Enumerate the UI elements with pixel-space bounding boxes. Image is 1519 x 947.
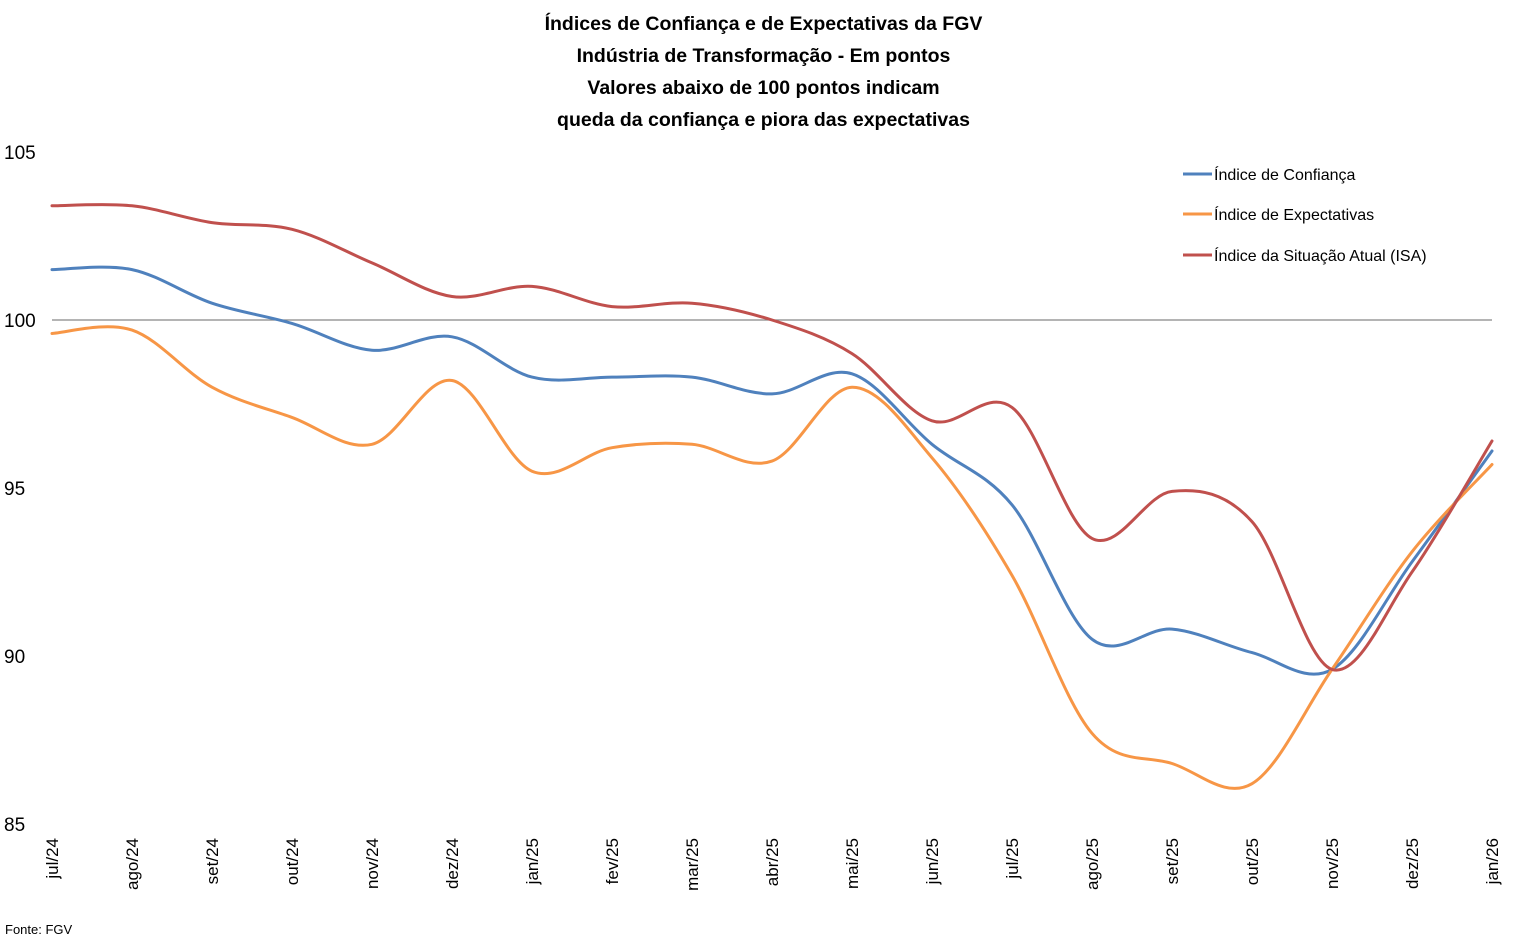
x-tick-label: mar/25 (683, 838, 702, 891)
x-tick-label: set/24 (203, 838, 222, 884)
y-tick-label: 105 (4, 143, 36, 164)
data-point (130, 268, 134, 272)
legend-label: Índice da Situação Atual (ISA) (1214, 246, 1427, 265)
chart-title: Índices de Confiança e de Expectativas d… (0, 8, 1519, 136)
data-point (290, 321, 294, 325)
x-tick-label: jul/24 (43, 838, 62, 880)
data-point (690, 375, 694, 379)
data-point (370, 442, 374, 446)
data-point (1410, 570, 1414, 574)
x-tick-label: ago/24 (123, 838, 142, 890)
chart-title-line-1: Índices de Confiança e de Expectativas d… (544, 13, 983, 35)
x-tick-label: mai/25 (843, 838, 862, 889)
x-tick-label: dez/25 (1403, 838, 1422, 889)
x-tick-label: ago/25 (1083, 838, 1102, 890)
data-point (290, 415, 294, 419)
x-tick-label: fev/25 (603, 838, 622, 884)
data-point (450, 335, 454, 339)
x-tick-label: jan/25 (523, 838, 542, 885)
data-point (930, 456, 934, 460)
x-tick-label: abr/25 (763, 838, 782, 886)
data-point (130, 204, 134, 208)
data-point (1250, 651, 1254, 655)
data-point (530, 284, 534, 288)
data-point (450, 378, 454, 382)
legend-item: Índice de Expectativas (1183, 205, 1374, 224)
series-line-2 (50, 203, 1494, 672)
data-point (1490, 449, 1494, 453)
data-point (1010, 573, 1014, 577)
data-point (210, 221, 214, 225)
legend-label: Índice de Confiança (1214, 165, 1356, 184)
source-note: Fonte: FGV (5, 922, 73, 937)
data-point (610, 375, 614, 379)
data-point (850, 385, 854, 389)
data-point (1490, 462, 1494, 466)
x-tick-label: nov/25 (1323, 838, 1342, 889)
x-tick-label: out/24 (283, 838, 302, 885)
chart-title-line-3: Valores abaixo de 100 pontos indicam (587, 77, 940, 99)
data-point (530, 469, 534, 473)
chart-title-line-2: Indústria de Transformação - Em pontos (576, 45, 951, 67)
x-tick-label: jun/25 (923, 838, 942, 885)
data-point (1090, 536, 1094, 540)
data-point (1010, 503, 1014, 507)
x-tick-label: nov/24 (363, 838, 382, 889)
data-point (1010, 405, 1014, 409)
series-group (50, 203, 1494, 790)
y-tick-label: 95 (4, 479, 25, 500)
chart-title-line-4: queda da confiança e piora das expectati… (557, 109, 970, 131)
y-tick-label: 85 (4, 815, 25, 836)
data-point (690, 301, 694, 305)
y-axis: 85 90 95 100 105 (4, 143, 36, 836)
data-point (530, 375, 534, 379)
x-tick-label: jan/26 (1483, 838, 1502, 885)
series-line-0 (50, 265, 1494, 676)
data-point (450, 294, 454, 298)
data-point (50, 204, 54, 208)
data-point (290, 227, 294, 231)
data-point (1090, 731, 1094, 735)
data-point (1090, 637, 1094, 641)
data-point (850, 352, 854, 356)
data-point (770, 318, 774, 322)
data-point (210, 301, 214, 305)
x-tick-label: jul/25 (1003, 838, 1022, 880)
data-point (690, 442, 694, 446)
legend-item: Índice da Situação Atual (ISA) (1183, 246, 1427, 265)
data-point (1170, 627, 1174, 631)
y-tick-label: 100 (4, 311, 36, 332)
data-point (930, 419, 934, 423)
data-point (1410, 550, 1414, 554)
y-tick-label: 90 (4, 647, 25, 668)
data-point (610, 446, 614, 450)
data-point (1490, 439, 1494, 443)
data-point (1250, 782, 1254, 786)
data-point (1330, 667, 1334, 671)
data-point (210, 385, 214, 389)
data-point (1170, 489, 1174, 493)
legend: Índice de Confiança Índice de Expectativa… (1183, 165, 1427, 265)
data-point (370, 261, 374, 265)
series-line-1 (50, 325, 1494, 790)
x-tick-label: out/25 (1243, 838, 1262, 885)
data-point (1410, 560, 1414, 564)
x-tick-label: dez/24 (443, 838, 462, 889)
data-point (50, 331, 54, 335)
data-point (610, 305, 614, 309)
data-point (130, 328, 134, 332)
data-point (850, 372, 854, 376)
data-point (1250, 520, 1254, 524)
legend-item: Índice de Confiança (1183, 165, 1356, 184)
data-point (50, 268, 54, 272)
data-point (770, 392, 774, 396)
legend-label: Índice de Expectativas (1214, 205, 1374, 224)
data-point (770, 459, 774, 463)
x-tick-label: set/25 (1163, 838, 1182, 884)
data-point (930, 442, 934, 446)
data-point (1170, 762, 1174, 766)
data-point (370, 348, 374, 352)
x-axis: jul/24 ago/24 set/24 out/24 nov/24 dez/24 jan/… (43, 838, 1502, 891)
